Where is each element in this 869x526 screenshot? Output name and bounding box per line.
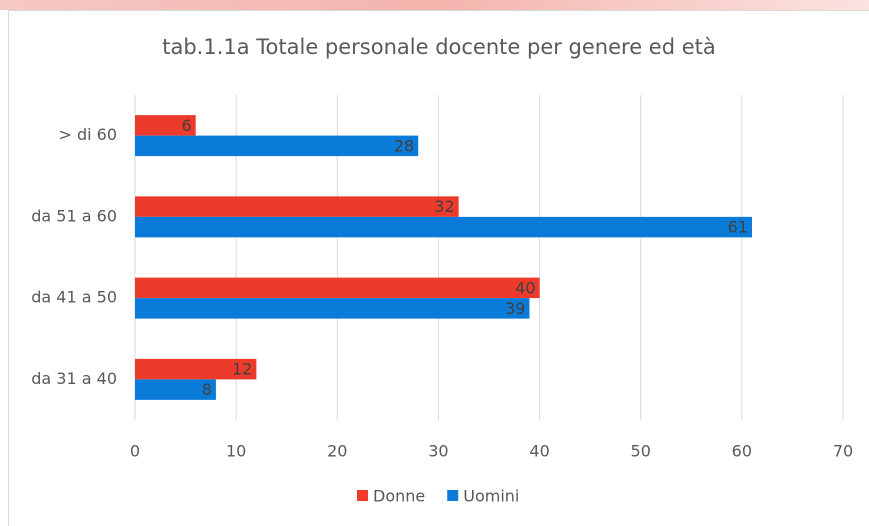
bar <box>135 358 257 380</box>
x-tick-label: 30 <box>428 442 448 461</box>
x-tick-label: 70 <box>833 442 853 461</box>
x-tick-label: 0 <box>130 442 140 461</box>
data-label: 39 <box>505 299 525 318</box>
data-label: 61 <box>728 218 748 237</box>
legend-label: Donne <box>373 487 425 506</box>
bar <box>135 115 196 136</box>
data-label: 28 <box>394 136 414 155</box>
y-tick-label: da 41 a 50 <box>31 288 117 307</box>
data-label: 6 <box>181 116 191 135</box>
bar <box>135 135 419 157</box>
data-label: 40 <box>515 278 535 297</box>
x-tick-label: 50 <box>631 442 651 461</box>
x-tick-label: 40 <box>529 442 549 461</box>
data-label: 32 <box>434 197 454 216</box>
data-label: 8 <box>202 380 212 399</box>
y-tick-label: > di 60 <box>58 125 117 144</box>
x-tick-label: 60 <box>732 442 752 461</box>
legend-swatch <box>447 490 459 501</box>
x-tick-label: 20 <box>327 442 347 461</box>
data-label: 12 <box>232 360 252 379</box>
bar <box>135 196 459 217</box>
chart-title: tab.1.1a Totale personale docente per ge… <box>162 35 716 59</box>
legend-label: Uomini <box>463 487 519 506</box>
bar <box>135 379 216 400</box>
top-band <box>0 0 869 10</box>
bar <box>135 216 752 238</box>
legend-swatch <box>357 490 368 501</box>
bar <box>135 298 530 319</box>
y-tick-label: da 31 a 40 <box>31 369 117 388</box>
y-tick-label: da 51 a 60 <box>31 206 117 225</box>
bar <box>135 277 540 299</box>
x-tick-label: 10 <box>226 442 246 461</box>
